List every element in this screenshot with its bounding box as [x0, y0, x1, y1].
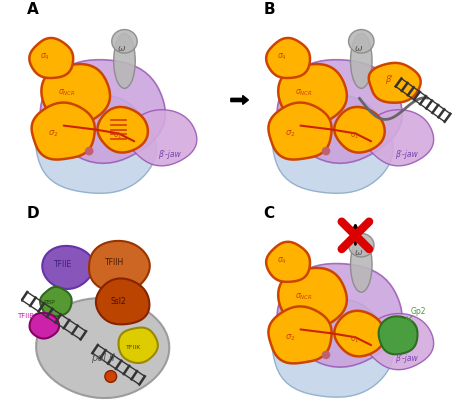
Text: β': β': [385, 75, 392, 84]
Text: ω: ω: [355, 248, 362, 257]
Polygon shape: [334, 311, 385, 357]
Polygon shape: [29, 313, 59, 339]
Circle shape: [105, 370, 117, 382]
Text: $\sigma_{NCR}$: $\sigma_{NCR}$: [295, 291, 312, 302]
Text: ω: ω: [118, 44, 125, 53]
Ellipse shape: [348, 29, 374, 53]
Ellipse shape: [114, 33, 135, 89]
Text: β'-jaw: β'-jaw: [395, 354, 418, 363]
Text: $\sigma_1$: $\sigma_1$: [113, 131, 122, 141]
Text: Gp2: Gp2: [410, 307, 426, 316]
Text: C: C: [263, 206, 274, 221]
Text: $\sigma_1$: $\sigma_1$: [349, 334, 359, 345]
Text: TFIIK: TFIIK: [127, 345, 142, 350]
Polygon shape: [40, 60, 165, 163]
Ellipse shape: [350, 33, 372, 89]
Polygon shape: [277, 264, 402, 367]
Polygon shape: [41, 64, 110, 125]
Polygon shape: [266, 38, 310, 78]
Polygon shape: [278, 268, 347, 329]
Text: $\sigma_2$: $\sigma_2$: [285, 129, 295, 139]
Polygon shape: [277, 60, 402, 163]
Text: TBP: TBP: [44, 300, 56, 305]
Text: β'-jaw: β'-jaw: [158, 150, 181, 159]
Circle shape: [322, 350, 330, 359]
Polygon shape: [89, 241, 150, 293]
Polygon shape: [96, 278, 149, 324]
Polygon shape: [268, 306, 332, 364]
Polygon shape: [42, 246, 94, 289]
Text: TFIIE: TFIIE: [54, 260, 72, 269]
Polygon shape: [29, 38, 73, 78]
Text: $\sigma_4$: $\sigma_4$: [277, 256, 287, 266]
Polygon shape: [36, 298, 169, 398]
Polygon shape: [278, 64, 347, 125]
Text: TFIIH: TFIIH: [105, 258, 124, 267]
Text: ω: ω: [355, 44, 362, 53]
Polygon shape: [127, 110, 197, 166]
Polygon shape: [266, 242, 310, 282]
Text: β'-jaw: β'-jaw: [395, 150, 418, 159]
Text: $\sigma_{NCR}$: $\sigma_{NCR}$: [295, 87, 312, 98]
Ellipse shape: [350, 237, 372, 292]
Polygon shape: [369, 63, 420, 103]
Polygon shape: [379, 316, 418, 354]
Text: B: B: [263, 2, 275, 17]
Polygon shape: [35, 95, 156, 193]
Polygon shape: [364, 313, 434, 370]
Text: $\sigma_2$: $\sigma_2$: [48, 129, 58, 139]
Text: Ssl2: Ssl2: [111, 297, 127, 306]
Polygon shape: [272, 299, 393, 397]
Polygon shape: [272, 95, 393, 193]
Polygon shape: [268, 102, 332, 160]
Text: $\sigma_1$: $\sigma_1$: [349, 131, 359, 141]
Text: $\sigma_4$: $\sigma_4$: [277, 52, 287, 62]
Ellipse shape: [348, 233, 374, 257]
Text: pol II: pol II: [91, 353, 115, 363]
Text: D: D: [27, 206, 39, 221]
Polygon shape: [40, 287, 72, 317]
Polygon shape: [118, 328, 158, 363]
Polygon shape: [32, 102, 95, 160]
Polygon shape: [98, 107, 148, 153]
Polygon shape: [334, 107, 385, 153]
Circle shape: [322, 147, 330, 155]
Circle shape: [85, 147, 93, 155]
Ellipse shape: [112, 29, 137, 53]
Text: $\sigma_{NCR}$: $\sigma_{NCR}$: [58, 87, 76, 98]
Text: A: A: [27, 2, 38, 17]
Polygon shape: [364, 110, 434, 166]
Text: TFIIB: TFIIB: [17, 313, 34, 319]
Text: $\sigma_2$: $\sigma_2$: [285, 332, 295, 343]
Text: $\sigma_4$: $\sigma_4$: [40, 52, 50, 62]
